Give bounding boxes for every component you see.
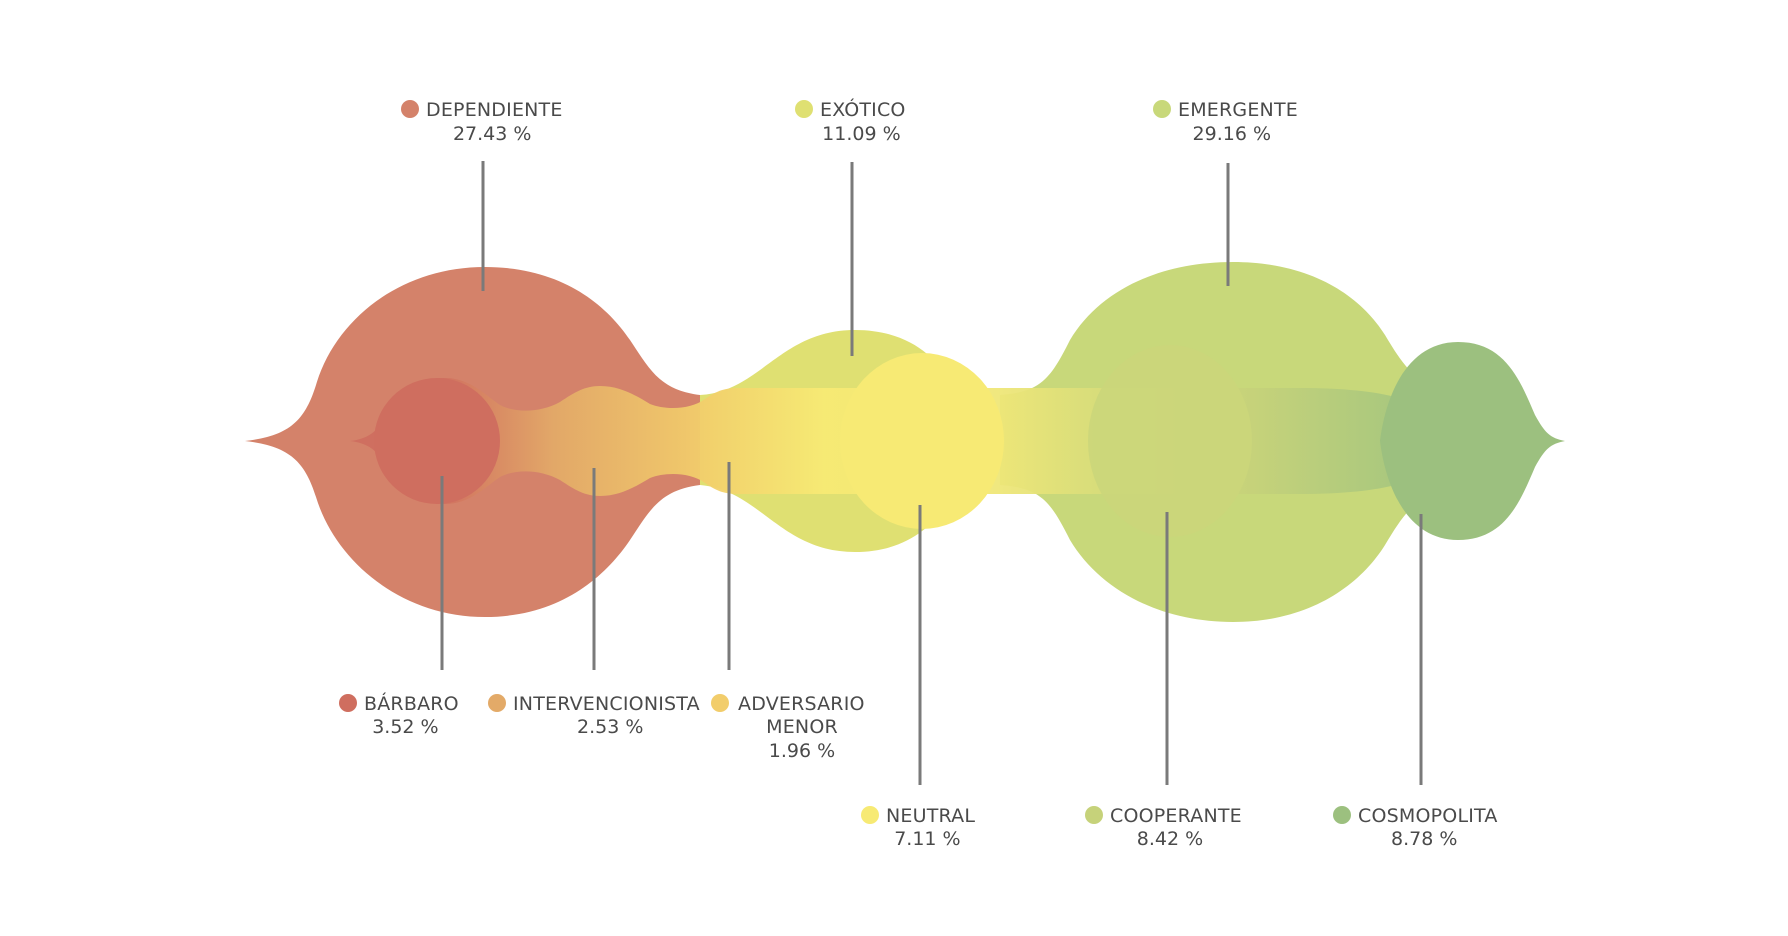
bubble-neutral [840,353,1004,529]
legend-dot-barbaro [339,694,357,712]
category-value: 7.11 % [894,828,960,850]
category-value: 8.42 % [1137,828,1203,850]
category-name: COSMOPOLITA [1358,805,1498,827]
legend-dot-adversario-menor [711,694,729,712]
category-name: DEPENDIENTE [426,99,563,121]
legend-dot-emergente [1153,100,1171,118]
legend-dot-neutral [861,806,879,824]
bubble-cosmopolita [1380,342,1565,540]
category-value: 2.53 % [577,716,643,738]
category-value: 11.09 % [822,123,901,145]
category-value: 8.78 % [1391,828,1457,850]
category-value: 27.43 % [453,123,532,145]
minor-bubbles [350,342,1565,540]
category-value: 1.96 % [769,740,835,762]
category-name: EXÓTICO [820,97,906,121]
leader-lines [440,161,1423,785]
category-name: EMERGENTE [1178,99,1298,121]
category-name: NEUTRAL [886,805,975,827]
category-name: MENOR [766,716,838,738]
category-name: ADVERSARIO [738,693,865,715]
legend-dot-dependiente [401,100,419,118]
category-value: 29.16 % [1193,123,1272,145]
legend-dot-cooperante [1085,806,1103,824]
category-name: COOPERANTE [1110,805,1242,827]
legend-dot-cosmopolita [1333,806,1351,824]
legend-dot-intervencionista [488,694,506,712]
bubble-barbaro [374,378,500,504]
category-value: 3.52 % [372,716,438,738]
category-name: BÁRBARO [364,692,459,715]
category-name: INTERVENCIONISTA [513,693,700,715]
bubble-cooperante [1088,345,1252,537]
legend-dot-exotico [795,100,813,118]
